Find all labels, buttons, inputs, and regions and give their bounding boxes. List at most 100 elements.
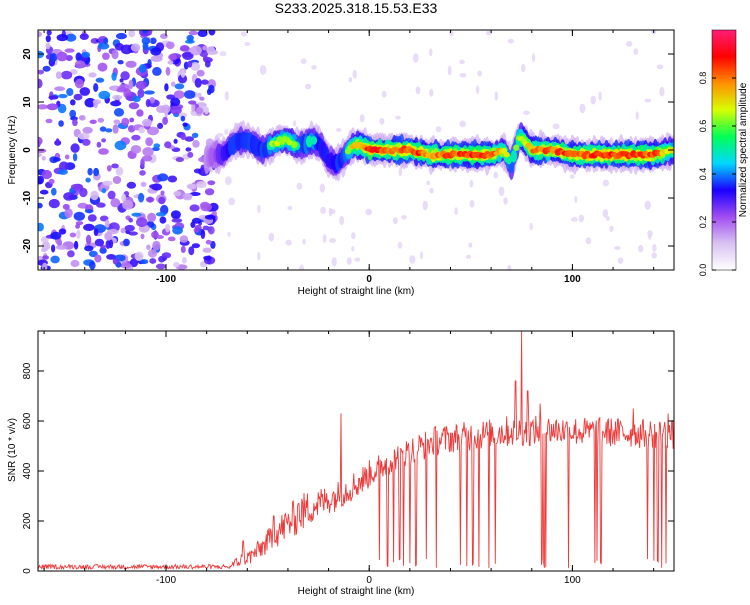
heatmap-noise-cell bbox=[110, 198, 121, 208]
heatmap-noise-cell bbox=[162, 116, 169, 125]
heatmap-noise-cell bbox=[58, 169, 68, 175]
colorbar-tick-label: 0.2 bbox=[698, 216, 708, 229]
heatmap-faint-cell bbox=[352, 70, 357, 79]
heatmap-faint-cell bbox=[656, 64, 664, 70]
heatmap-faint-cell bbox=[532, 53, 536, 63]
heatmap-noise-cell bbox=[70, 69, 78, 75]
heatmap-faint-cell bbox=[268, 232, 275, 242]
heatmap-noise-cell bbox=[46, 30, 52, 36]
heatmap-noise-cell bbox=[147, 126, 159, 136]
heatmap-noise-cell bbox=[187, 60, 193, 68]
heatmap-noise-cell bbox=[184, 136, 194, 142]
heatmap-noise-cell bbox=[85, 234, 92, 245]
heatmap-noise-cell bbox=[188, 37, 193, 43]
heatmap-noise-cell bbox=[189, 204, 200, 212]
heatmap-faint-cell bbox=[320, 206, 326, 214]
heatmap-noise-cell bbox=[75, 223, 80, 229]
heatmap-faint-cell bbox=[409, 255, 416, 264]
heatmap-noise-cell bbox=[160, 33, 168, 39]
heatmap-faint-cell bbox=[617, 257, 624, 264]
heatmap-noise-cell bbox=[74, 60, 86, 69]
heatmap-noise-cell bbox=[38, 31, 42, 38]
heatmap-faint-cell bbox=[552, 123, 560, 130]
heatmap-noise-cell bbox=[191, 132, 199, 138]
heatmap-noise-cell bbox=[137, 88, 145, 99]
snr-y-tick-label: 600 bbox=[22, 412, 33, 429]
heatmap-faint-cell bbox=[219, 51, 227, 57]
heatmap-noise-cell bbox=[61, 70, 73, 80]
heatmap-faint-cell bbox=[257, 204, 261, 214]
heatmap-noise-cell bbox=[178, 112, 187, 119]
heatmap-faint-cell bbox=[241, 31, 248, 37]
heatmap-faint-cell bbox=[336, 127, 342, 132]
heatmap-faint-cell bbox=[398, 167, 403, 177]
heatmap-noise-cell bbox=[48, 95, 59, 100]
heatmap-noise-cell bbox=[196, 69, 205, 77]
heatmap-noise-cell bbox=[172, 226, 184, 235]
heatmap-faint-cell bbox=[570, 217, 578, 222]
heatmap-noise-cell bbox=[164, 141, 172, 149]
heatmap-ridge-cell bbox=[513, 144, 520, 151]
heatmap-noise-cell bbox=[64, 154, 70, 160]
heatmap-noise-cell bbox=[99, 247, 107, 254]
heatmap-noise-cell bbox=[145, 137, 154, 147]
heatmap-noise-cell bbox=[141, 155, 153, 162]
heatmap-noise-cell bbox=[136, 217, 148, 228]
heatmap-noise-cell bbox=[197, 30, 208, 38]
heatmap-noise-cell bbox=[152, 66, 162, 76]
heatmap-faint-cell bbox=[494, 91, 499, 101]
heatmap-noise-cell bbox=[204, 60, 211, 68]
heatmap-faint-cell bbox=[644, 200, 651, 210]
heatmap-noise-cell bbox=[73, 93, 83, 101]
heatmap-noise-cell bbox=[207, 226, 215, 235]
heatmap-faint-cell bbox=[305, 83, 312, 90]
heatmap-noise-cell bbox=[98, 90, 111, 100]
heatmap-faint-cell bbox=[351, 232, 356, 240]
heatmap-noise-cell bbox=[149, 184, 159, 189]
heatmap-noise-cell bbox=[84, 245, 94, 252]
heatmap-faint-cell bbox=[354, 257, 361, 262]
heatmap-noise-cell bbox=[185, 147, 192, 152]
heatmap-noise-cell bbox=[167, 60, 174, 65]
heatmap-noise-cell bbox=[140, 233, 145, 240]
heatmap-faint-cell bbox=[392, 217, 398, 225]
heatmap-noise-cell bbox=[200, 203, 213, 212]
heatmap-noise-cell bbox=[188, 30, 198, 36]
heatmap-faint-cell bbox=[605, 216, 610, 221]
heatmap-faint-cell bbox=[397, 241, 403, 249]
heatmap-noise-cell bbox=[94, 254, 102, 263]
heatmap-faint-cell bbox=[614, 246, 621, 250]
snr-panel: -100 0 100 0 200 400 600 800 Height of straight… bbox=[7, 330, 675, 597]
heatmap-noise-cell bbox=[173, 262, 180, 268]
heatmap-noise-cell bbox=[149, 97, 155, 104]
heatmap-faint-cell bbox=[638, 244, 644, 253]
heatmap-noise-cell bbox=[204, 188, 215, 196]
heatmap-noise-cell bbox=[128, 231, 138, 236]
heatmap-noise-cell bbox=[105, 128, 113, 133]
heatmap-noise-cell bbox=[65, 33, 77, 42]
snr-x-tick-label: 100 bbox=[564, 575, 581, 586]
heatmap-faint-cell bbox=[633, 48, 639, 55]
heatmap-faint-cell bbox=[228, 197, 236, 206]
heatmap-noise-cell bbox=[159, 216, 167, 224]
heatmap-noise-cell bbox=[203, 255, 212, 261]
heatmap-noise-cell bbox=[70, 183, 83, 190]
heatmap-noise-cell bbox=[63, 192, 75, 201]
snr-line-layer bbox=[38, 331, 674, 571]
heatmap-faint-cell bbox=[299, 264, 304, 270]
heatmap-noise-cell bbox=[150, 47, 162, 56]
heatmap-faint-cell bbox=[626, 40, 633, 47]
heatmap-noise-cell bbox=[155, 212, 167, 217]
heatmap-noise-cell bbox=[93, 100, 99, 109]
heatmap-noise-cell bbox=[38, 104, 48, 110]
heatmap-noise-cell bbox=[157, 122, 164, 129]
heatmap-faint-cell bbox=[351, 246, 355, 252]
snr-frame bbox=[37, 330, 675, 572]
heatmap-noise-cell bbox=[120, 44, 133, 55]
heatmap-noise-cell bbox=[179, 235, 189, 243]
heatmap-noise-cell bbox=[202, 225, 210, 231]
heatmap-noise-cell bbox=[54, 86, 66, 91]
heatmap-noise-cell bbox=[81, 51, 91, 58]
heatmap-faint-cell bbox=[459, 120, 467, 128]
